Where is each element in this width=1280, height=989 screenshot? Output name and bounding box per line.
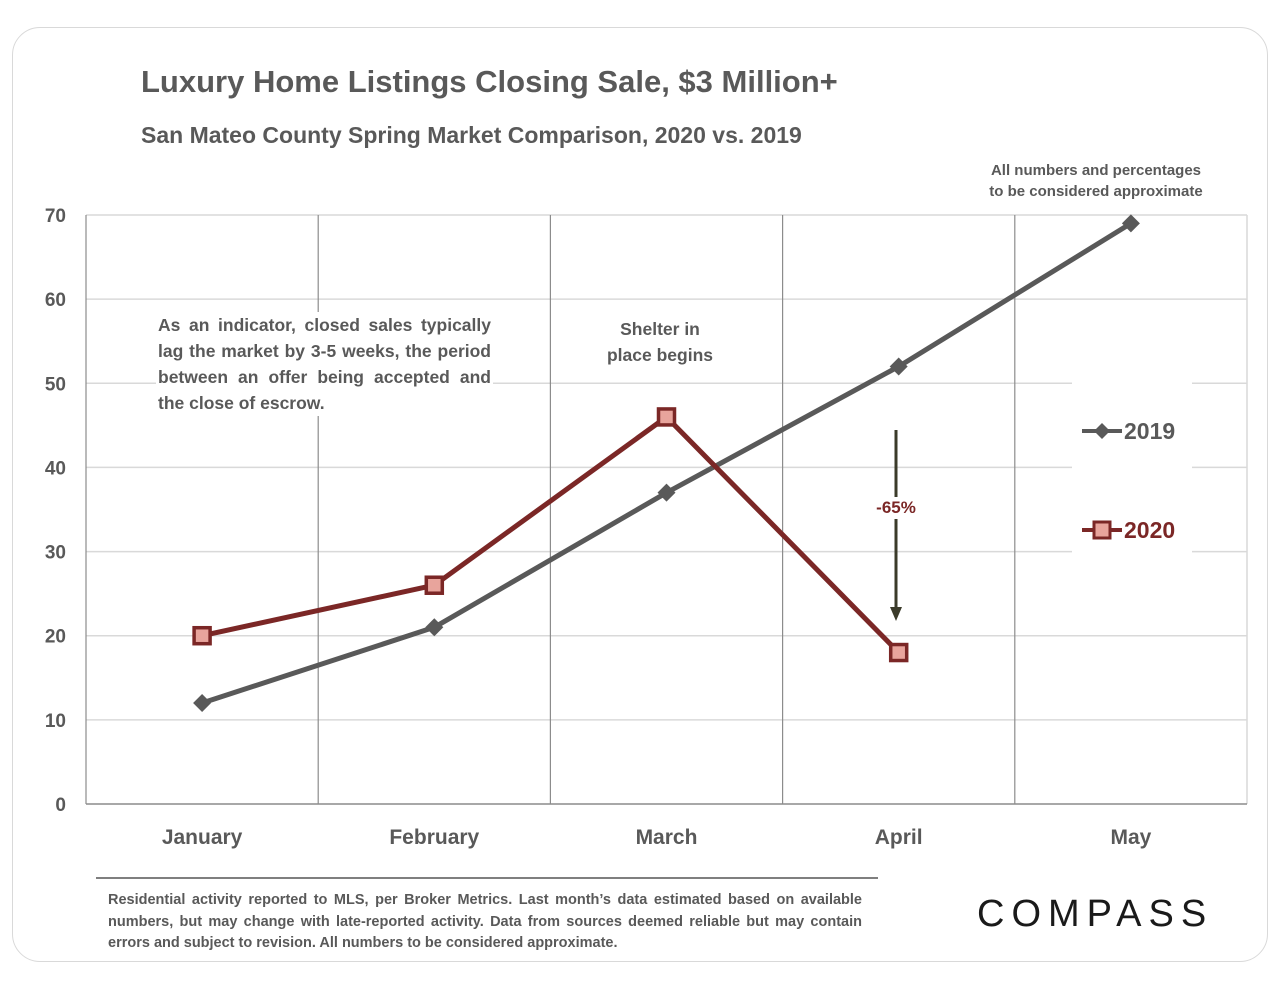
data-point-2019: [1121, 214, 1140, 233]
chart-subtitle: San Mateo County Spring Market Compariso…: [141, 122, 802, 148]
chart-card: [12, 27, 1268, 962]
x-tick-label: March: [636, 826, 698, 849]
y-tick-label: 30: [45, 543, 66, 564]
shelter-annotation-line2: place begins: [606, 345, 713, 365]
y-tick-label: 0: [55, 795, 66, 816]
indicator-annotation: As an indicator, closed sales typically …: [156, 312, 493, 416]
shelter-annotation: Shelter in place begins: [590, 316, 730, 368]
chart-title: Luxury Home Listings Closing Sale, $3 Mi…: [141, 64, 838, 99]
x-tick-label: April: [875, 826, 923, 849]
shelter-annotation-line1: Shelter in: [620, 319, 700, 339]
y-tick-label: 60: [45, 290, 66, 311]
chart-legend: 2019 2020: [1072, 380, 1192, 580]
decline-arrow-head-icon: [890, 607, 902, 621]
data-point-2019: [193, 694, 212, 713]
legend-marker-2019-icon: [1082, 423, 1122, 439]
footer-divider: [96, 877, 878, 879]
x-tick-label: May: [1110, 826, 1151, 849]
y-tick-label: 70: [45, 206, 66, 227]
y-tick-label: 40: [45, 458, 66, 479]
data-point-2019: [657, 483, 676, 502]
legend-label-2019: 2019: [1124, 418, 1176, 444]
data-point-2019: [425, 618, 444, 637]
data-point-2020: [656, 407, 677, 427]
y-tick-label: 10: [45, 711, 66, 732]
approximate-note-line1: All numbers and percentages: [990, 162, 1202, 179]
series-line-2019: [201, 221, 1133, 706]
decline-percent-label: -65%: [865, 497, 927, 519]
approximate-note-line2: to be considered approximate: [989, 183, 1203, 200]
footer-disclaimer: Residential activity reported to MLS, pe…: [108, 892, 862, 951]
data-point-2020: [888, 642, 909, 663]
y-tick-label: 20: [45, 627, 66, 648]
legend-item-2020: 2020: [1082, 515, 1192, 545]
x-tick-label: January: [162, 826, 243, 849]
data-point-2019: [889, 357, 908, 376]
approximate-note: All numbers and percentages to be consid…: [940, 160, 1252, 202]
data-point-2020: [192, 625, 212, 646]
x-tick-label: February: [389, 826, 479, 849]
y-tick-label: 50: [45, 374, 66, 395]
compass-logo: COMPASS: [977, 893, 1214, 935]
data-point-2020: [424, 575, 445, 595]
legend-label-2020: 2020: [1124, 517, 1176, 543]
legend-item-2019: 2019: [1082, 416, 1192, 446]
series-line-2020: [201, 414, 901, 655]
legend-marker-2020-icon: [1082, 520, 1122, 540]
